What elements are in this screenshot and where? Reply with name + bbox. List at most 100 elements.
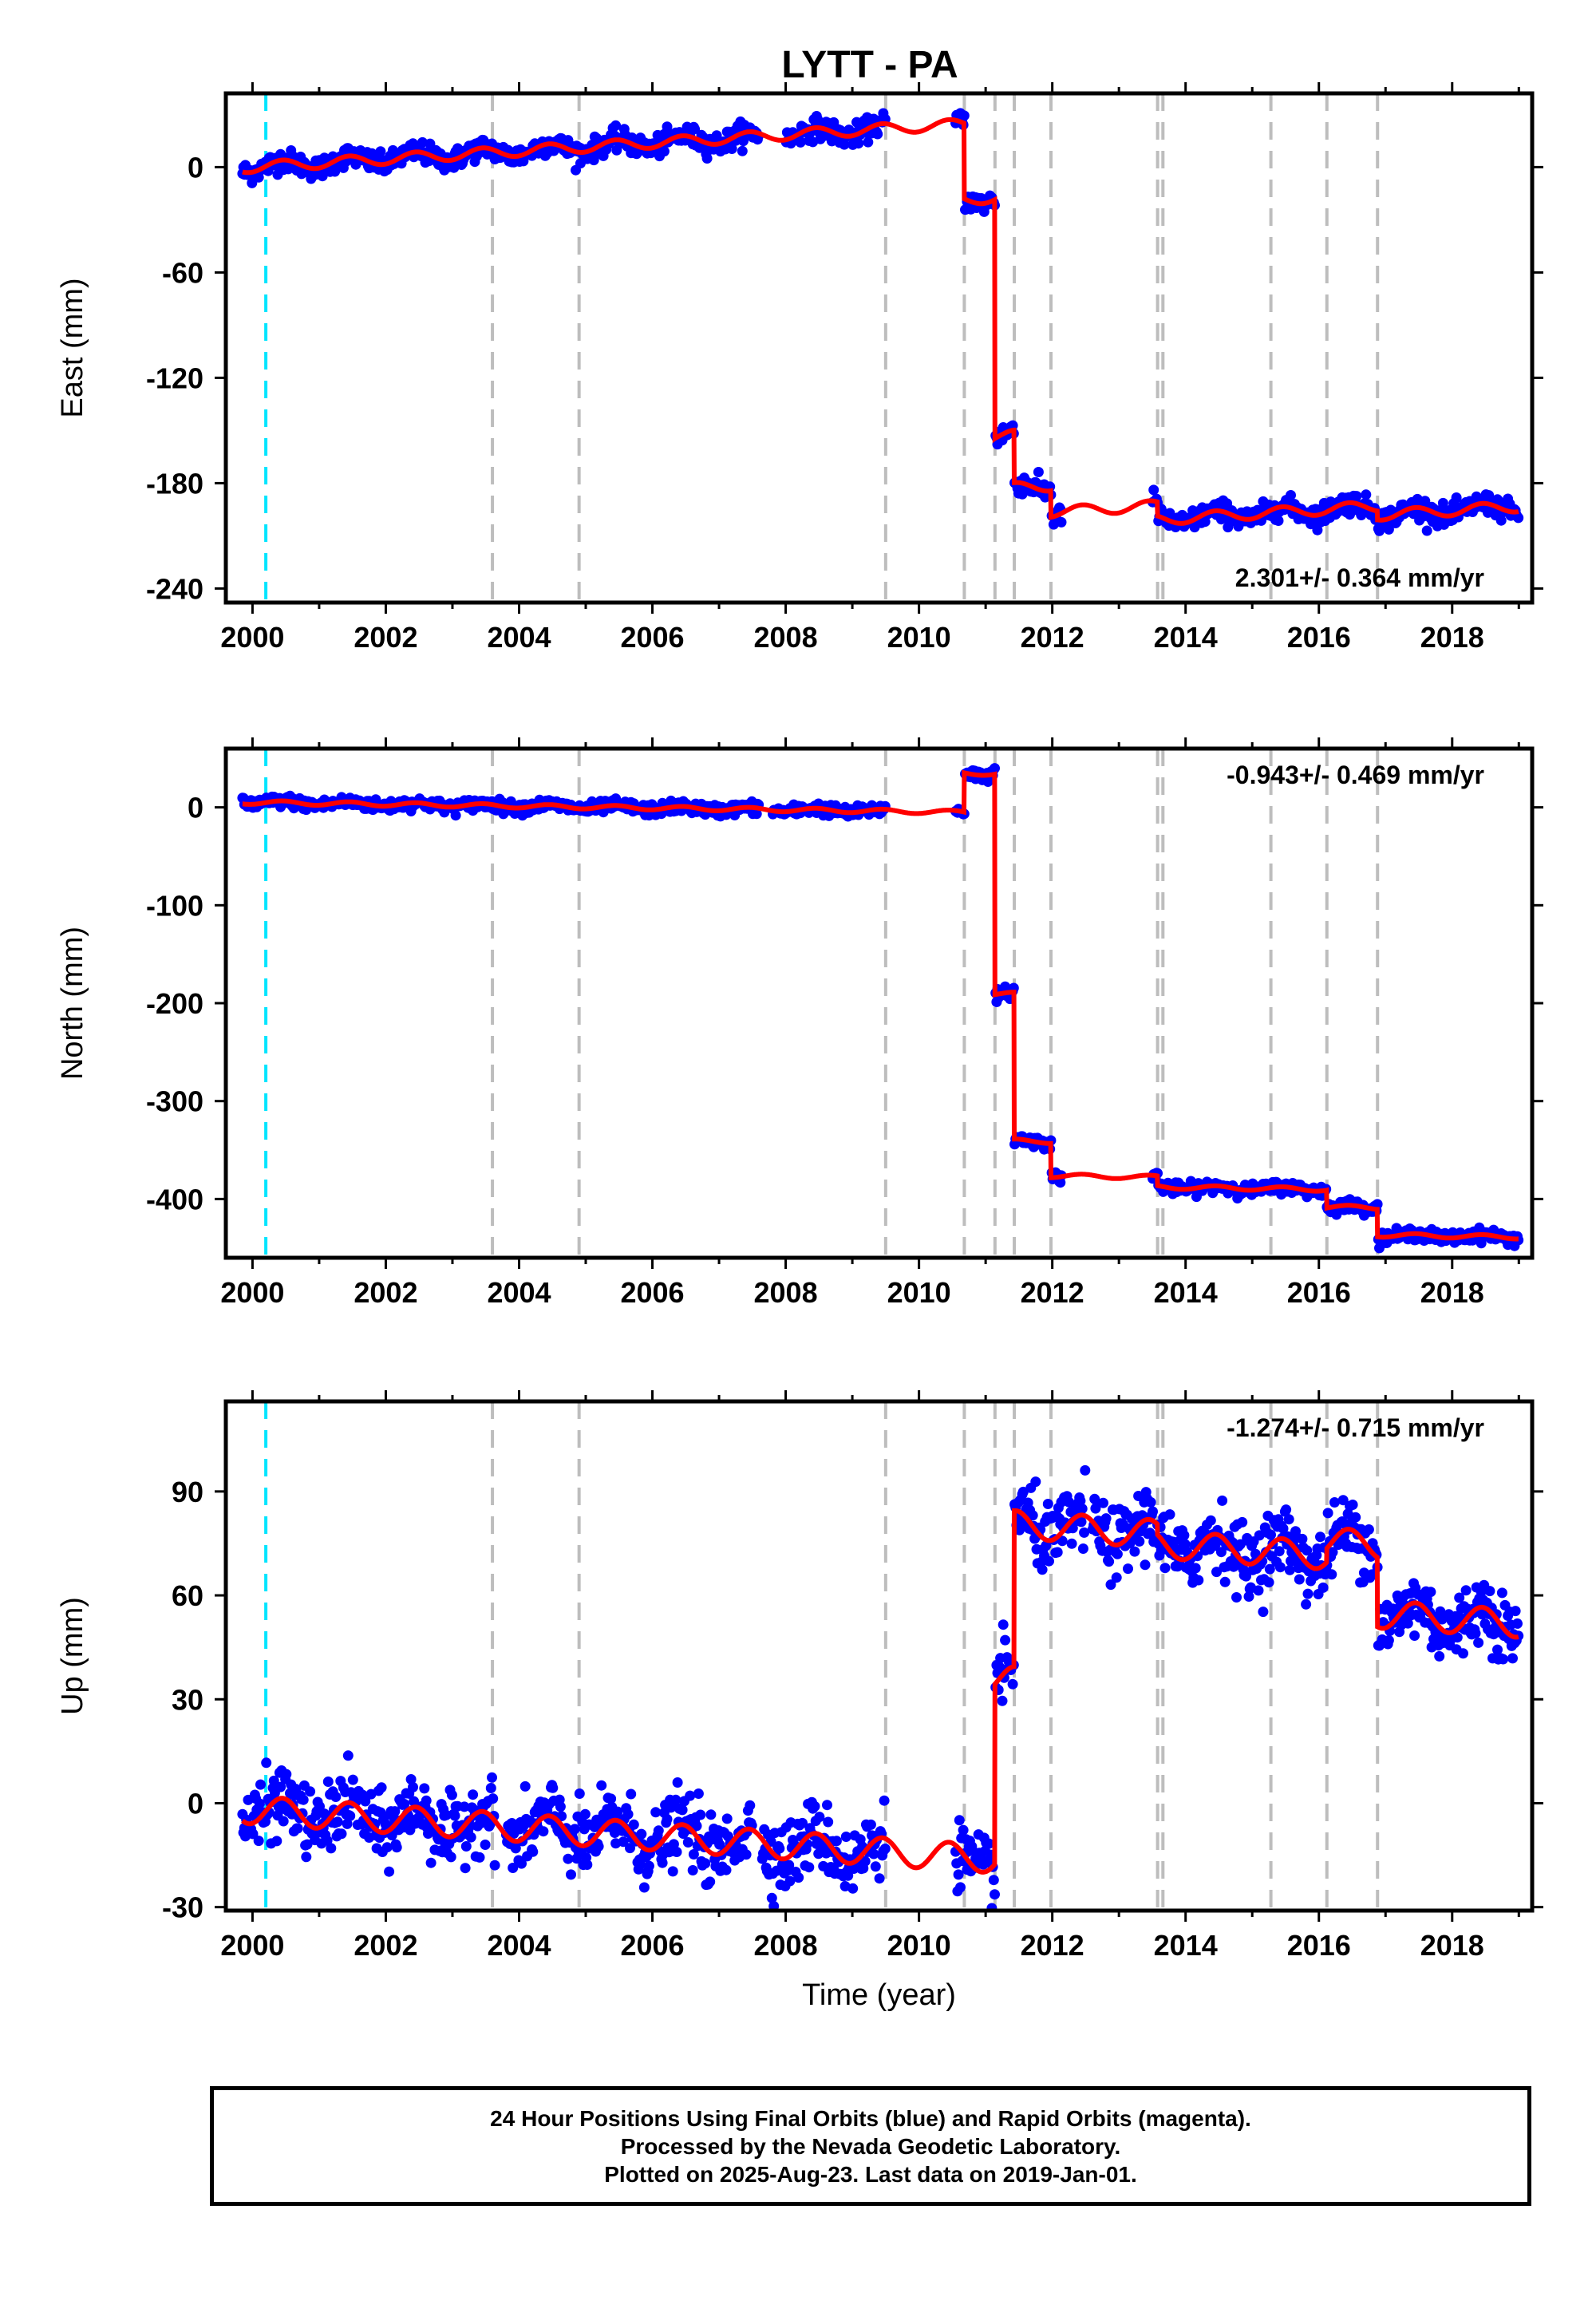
data-point: [1052, 1547, 1063, 1558]
data-point: [305, 1786, 316, 1797]
y-tick-label: -300: [146, 1085, 203, 1118]
y-tick-label: 0: [188, 151, 203, 184]
data-point: [1193, 1575, 1204, 1586]
data-point: [1470, 1628, 1481, 1639]
data-points: [237, 108, 1524, 536]
x-tick-label: 2004: [487, 621, 551, 654]
data-point: [465, 1832, 476, 1843]
data-point: [1495, 515, 1507, 526]
data-point: [596, 1780, 607, 1791]
x-tick-label: 2018: [1420, 1929, 1484, 1962]
x-tick-label: 2014: [1154, 621, 1218, 654]
data-point: [261, 1757, 272, 1769]
data-point: [1112, 1548, 1123, 1559]
y-tick-label: -240: [146, 572, 203, 605]
data-point: [1104, 1556, 1115, 1567]
y-axis-label: North (mm): [56, 927, 89, 1080]
data-point: [1000, 1634, 1011, 1646]
x-tick-label: 2010: [887, 1929, 951, 1962]
data-point: [1258, 1607, 1269, 1618]
data-point: [593, 1841, 604, 1852]
data-point: [726, 144, 737, 154]
data-point: [677, 1804, 688, 1816]
data-point: [870, 1861, 881, 1872]
data-point: [281, 1769, 292, 1780]
data-point: [662, 1814, 673, 1824]
data-point: [1066, 1538, 1077, 1549]
data-points: [237, 1464, 1524, 1911]
data-point: [336, 1828, 347, 1840]
data-point: [997, 1695, 1008, 1706]
x-tick-label: 2004: [487, 1929, 551, 1962]
data-point: [1179, 1530, 1190, 1541]
y-tick-label: -30: [162, 1891, 203, 1924]
data-point: [1458, 1648, 1468, 1659]
panel-frame: [223, 746, 1535, 1260]
y-tick-label: -200: [146, 987, 203, 1020]
data-point: [1284, 1564, 1295, 1575]
data-point: [301, 1852, 312, 1863]
data-point: [1219, 1576, 1231, 1587]
data-point: [793, 1872, 804, 1883]
data-point: [292, 1823, 303, 1834]
data-point: [610, 120, 622, 131]
data-point: [487, 1772, 497, 1783]
data-point: [1326, 1569, 1337, 1580]
data-point: [622, 1808, 634, 1820]
data-point: [868, 1848, 879, 1860]
data-point: [954, 1815, 965, 1826]
data-point: [872, 128, 883, 140]
x-tick-label: 2012: [1021, 1276, 1084, 1309]
data-point: [958, 1824, 969, 1836]
data-point: [958, 110, 970, 121]
x-tick-label: 2010: [887, 1276, 951, 1309]
data-point: [384, 1866, 395, 1877]
data-point: [865, 1819, 876, 1830]
data-point: [1301, 1599, 1312, 1610]
y-tick-label: 90: [172, 1476, 203, 1508]
data-point: [1286, 490, 1296, 500]
footer-line-3: Plotted on 2025-Aug-23. Last data on 201…: [604, 2161, 1137, 2187]
data-point: [1513, 512, 1524, 524]
data-point: [1351, 491, 1362, 502]
data-point: [1263, 1577, 1274, 1588]
data-point: [1159, 1563, 1171, 1574]
data-point: [489, 1860, 500, 1871]
data-point: [1033, 467, 1044, 477]
data-point: [741, 1849, 752, 1860]
data-point: [809, 1800, 820, 1812]
data-point: [332, 1816, 343, 1828]
data-point: [737, 145, 748, 156]
data-point: [653, 1825, 664, 1836]
x-tick-label: 2000: [220, 621, 284, 654]
data-point: [1451, 492, 1462, 503]
data-point: [1363, 1524, 1374, 1535]
data-point: [1148, 1506, 1158, 1517]
data-point: [271, 1836, 282, 1847]
data-point: [1123, 1563, 1133, 1575]
data-point: [538, 1826, 549, 1837]
data-point: [408, 1781, 418, 1792]
x-tick-label: 2004: [487, 1276, 551, 1309]
data-point: [1496, 1587, 1507, 1599]
data-point: [1148, 484, 1159, 496]
data-point: [1080, 1464, 1091, 1476]
data-point: [1231, 1592, 1242, 1603]
data-point: [574, 1788, 585, 1799]
data-point: [1140, 1559, 1151, 1571]
y-tick-label: 0: [188, 792, 203, 824]
x-tick-label: 2008: [754, 1276, 818, 1309]
data-point: [255, 1779, 266, 1790]
y-tick-label: 30: [172, 1683, 203, 1716]
data-point: [643, 1860, 654, 1871]
data-point: [1421, 525, 1432, 536]
x-axis-label: Time (year): [802, 1978, 956, 2012]
data-point: [579, 1808, 591, 1820]
data-point: [1037, 1564, 1048, 1575]
data-point: [1383, 1634, 1394, 1646]
data-point: [375, 146, 386, 157]
data-point: [1460, 1585, 1472, 1596]
x-tick-label: 2002: [354, 621, 417, 654]
data-point: [804, 1862, 815, 1873]
data-point: [527, 1846, 539, 1857]
